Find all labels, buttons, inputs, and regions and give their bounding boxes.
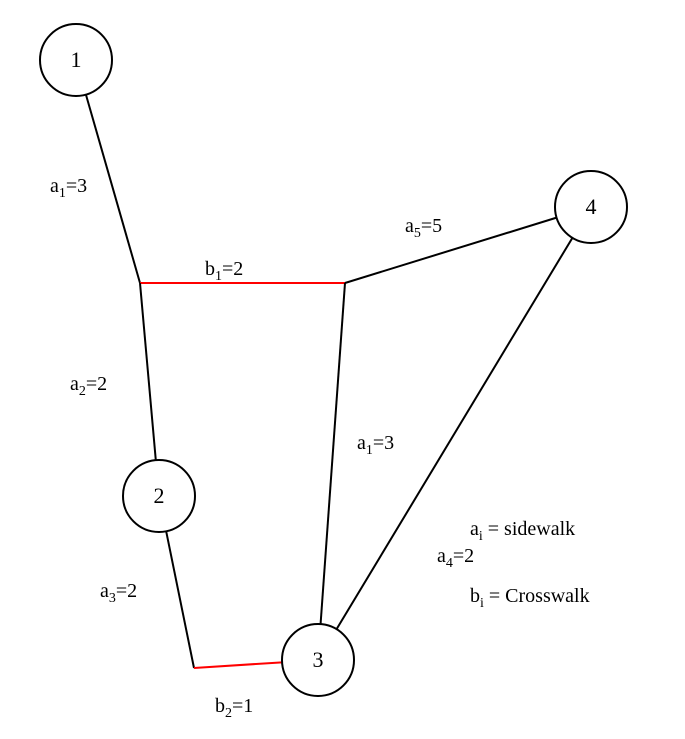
edge-crosswalk [194, 662, 282, 668]
edge-label: a1=3 [357, 432, 394, 459]
edge-sidewalk [140, 283, 156, 460]
node-label-4: 4 [586, 194, 597, 219]
edge-sidewalk [166, 531, 194, 668]
edge-sidewalk [86, 95, 140, 283]
edge-sidewalk [321, 283, 345, 624]
edge-label: a3=2 [100, 580, 137, 607]
edge-label: a5=5 [405, 215, 442, 242]
edge-label: b1=2 [205, 258, 243, 285]
edge-label: a4=2 [437, 545, 474, 572]
legend-entry: bi = Crosswalk [470, 585, 590, 612]
edge-label: a2=2 [70, 373, 107, 400]
legend-entry: ai = sidewalk [470, 518, 575, 545]
edge-label: a1=3 [50, 175, 87, 202]
network-diagram: 1 2 3 4 [0, 0, 685, 734]
node-label-2: 2 [154, 483, 165, 508]
edge-label: b2=1 [215, 695, 253, 722]
node-label-3: 3 [313, 647, 324, 672]
diagram-container: 1 2 3 4 a1=3 b1=2 a5=5 a2=2 a1=3 a3=2 b2=1 a4=2ai … [0, 0, 685, 734]
node-label-1: 1 [71, 47, 82, 72]
edge-sidewalk [345, 218, 557, 283]
